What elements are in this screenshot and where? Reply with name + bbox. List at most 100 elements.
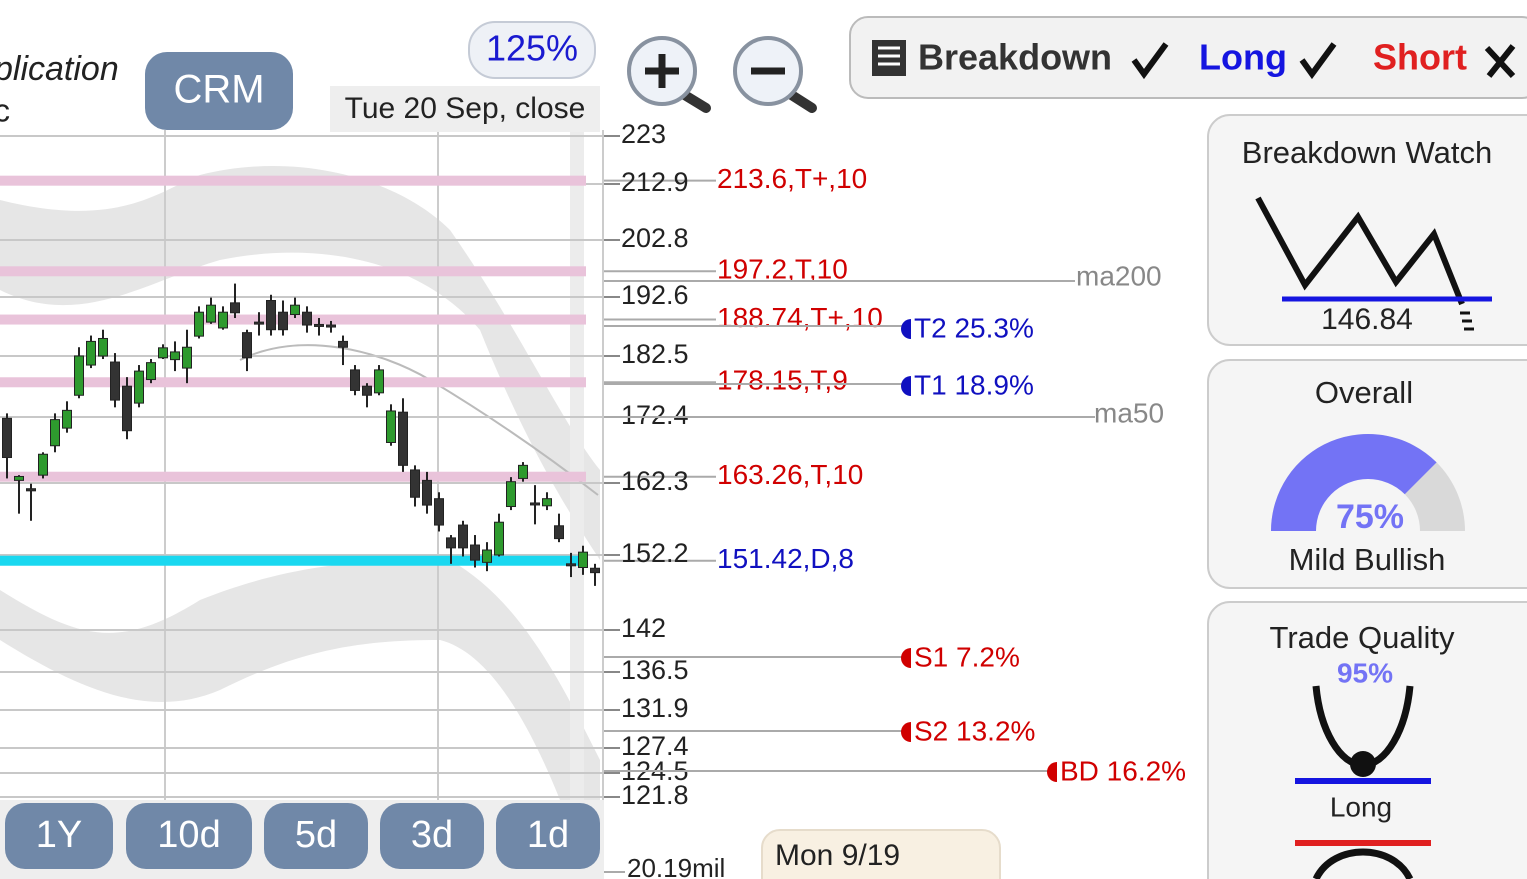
y-tick-label: 152.2 — [621, 538, 689, 568]
candle-body — [206, 304, 216, 323]
candle-body — [38, 453, 48, 476]
y-tick-label: 127.4 — [621, 731, 689, 761]
y-tick-label: 142 — [621, 613, 666, 643]
zoom-out[interactable] — [733, 36, 817, 113]
candle-body — [278, 311, 288, 331]
candle-body — [446, 537, 456, 549]
card-title: Overall — [1315, 375, 1413, 410]
period-button[interactable] — [496, 803, 600, 869]
y-tick-label: 136.5 — [621, 655, 689, 685]
tooltip — [761, 829, 1001, 879]
card-title: Breakdown Watch — [1242, 135, 1492, 170]
candle-body — [518, 464, 528, 479]
candle-body — [86, 340, 96, 366]
toggle-breakdown[interactable]: Breakdown — [918, 37, 1112, 78]
candle-body — [326, 324, 336, 328]
candle-body — [218, 311, 228, 329]
period-button[interactable] — [380, 803, 484, 869]
breakdown-dashes — [1460, 311, 1474, 331]
today-band — [570, 130, 584, 800]
candle-body — [422, 479, 432, 506]
levels: 213.6,T+,10 197.2,T,10 188.74,T+,10 178.15,… — [0, 163, 883, 574]
candle-body — [530, 502, 540, 506]
ticker[interactable]: CRM — [173, 68, 264, 112]
candle-body — [302, 311, 312, 326]
candle-body — [122, 385, 132, 432]
grid — [0, 135, 604, 798]
candle-body — [506, 481, 516, 508]
candle-body — [434, 498, 444, 526]
y-tick-label: 192.6 — [621, 280, 689, 310]
annotation: T1 18.9% — [914, 369, 1034, 400]
date-box — [330, 86, 600, 132]
annotation: BD 16.2% — [1060, 755, 1186, 786]
card[interactable] — [1207, 601, 1527, 879]
level-label: 188.74,T+,10 — [717, 302, 883, 333]
period-label[interactable]: 1Y — [36, 814, 82, 856]
candle-body — [566, 563, 576, 567]
period-label[interactable]: 3d — [411, 814, 453, 856]
check-icon — [1131, 42, 1169, 80]
company-name: plication — [0, 50, 119, 88]
candle-body — [494, 521, 504, 556]
level-label: 197.2,T,10 — [717, 254, 848, 285]
gauge — [1271, 434, 1465, 531]
verdict: Long — [1330, 791, 1392, 822]
candle-body — [158, 347, 168, 359]
level-band — [0, 377, 586, 388]
period-label[interactable]: 10d — [157, 814, 220, 856]
marker — [901, 376, 911, 396]
breakdown-icon — [872, 40, 906, 76]
level-label: 163.26,T,10 — [717, 459, 863, 490]
toggle-long[interactable]: Long — [1199, 37, 1287, 78]
candle-body — [26, 488, 36, 492]
annotation: ma200 — [1076, 260, 1162, 291]
zoom-badge[interactable] — [468, 21, 596, 79]
gauge-label: 75% — [1336, 498, 1404, 536]
short-curve — [1312, 848, 1414, 879]
check-icon — [1299, 42, 1337, 80]
zoom-handle — [678, 89, 711, 113]
marker — [901, 722, 911, 742]
y-tick-label: 131.9 — [621, 693, 689, 723]
period-label[interactable]: 5d — [295, 814, 337, 856]
gauge-hole — [1316, 479, 1420, 531]
breakdown-value: 146.84 — [1321, 303, 1413, 336]
toggle-short[interactable]: Short — [1373, 37, 1467, 78]
candle-body — [398, 411, 408, 466]
candle-body — [170, 351, 180, 361]
company-name: c — [0, 92, 10, 128]
candle-body — [98, 337, 108, 357]
quality-score: 95% — [1337, 657, 1393, 688]
annotation: S2 13.2% — [914, 715, 1035, 746]
marker — [901, 319, 911, 339]
level-band — [0, 175, 586, 186]
candle-body — [374, 369, 384, 394]
plus-icon — [645, 54, 679, 88]
cross-icon — [1484, 44, 1516, 79]
candle-body — [230, 302, 240, 314]
period-label[interactable]: 1d — [527, 814, 569, 856]
verdict: Mild Bullish — [1289, 542, 1446, 577]
zoom-in[interactable] — [627, 36, 711, 113]
tooltip-text: Mon 9/19 — [775, 839, 900, 872]
ticker-button[interactable] — [145, 52, 293, 130]
candle-body — [362, 385, 372, 396]
period-button[interactable] — [264, 803, 368, 869]
period-button[interactable] — [126, 803, 252, 869]
marker — [1047, 762, 1057, 782]
annotation: S1 7.2% — [914, 641, 1020, 672]
candles — [2, 283, 600, 586]
zoom-level[interactable]: 125% — [486, 28, 578, 69]
period-button[interactable] — [5, 803, 113, 869]
breakdown-zigzag — [1255, 196, 1465, 306]
candle-body — [50, 419, 60, 447]
candle-body — [554, 525, 564, 540]
y-tick-label: 162.3 — [621, 466, 689, 496]
y-tick-label: 223 — [621, 119, 666, 149]
level-label: 178.15,T,9 — [717, 365, 848, 396]
marker — [901, 648, 911, 668]
candle-body — [14, 475, 24, 481]
level-band — [0, 555, 586, 566]
candle-body — [290, 304, 300, 316]
